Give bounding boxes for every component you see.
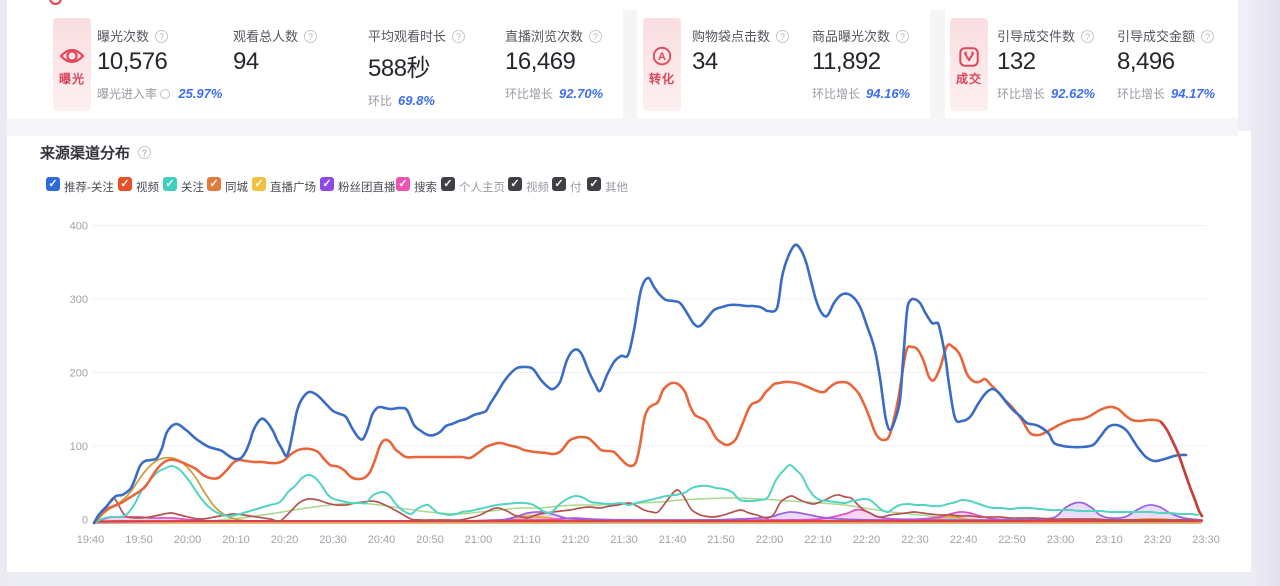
svg-text:200: 200 <box>70 368 88 380</box>
svg-text:22:40: 22:40 <box>950 534 978 546</box>
svg-text:23:10: 23:10 <box>1095 534 1123 546</box>
svg-text:23:30: 23:30 <box>1192 534 1220 546</box>
svg-text:20:30: 20:30 <box>319 534 347 546</box>
svg-text:100: 100 <box>70 441 88 453</box>
svg-text:21:40: 21:40 <box>659 534 687 546</box>
svg-text:A: A <box>658 51 666 63</box>
svg-text:20:00: 20:00 <box>174 534 202 546</box>
svg-text:23:00: 23:00 <box>1047 534 1075 546</box>
svg-text:22:30: 22:30 <box>901 534 929 546</box>
svg-text:21:50: 21:50 <box>707 534 735 546</box>
svg-text:19:40: 19:40 <box>77 534 105 546</box>
svg-text:21:10: 21:10 <box>513 534 541 546</box>
svg-text:23:20: 23:20 <box>1144 534 1172 546</box>
svg-text:400: 400 <box>70 221 88 233</box>
svg-text:0: 0 <box>82 515 88 527</box>
svg-text:20:20: 20:20 <box>271 534 299 546</box>
svg-text:300: 300 <box>70 294 88 306</box>
svg-text:20:50: 20:50 <box>416 534 444 546</box>
svg-text:22:10: 22:10 <box>804 534 832 546</box>
svg-text:21:20: 21:20 <box>562 534 590 546</box>
svg-text:20:10: 20:10 <box>222 534 250 546</box>
svg-text:21:30: 21:30 <box>610 534 638 546</box>
svg-text:22:50: 22:50 <box>998 534 1026 546</box>
svg-text:19:50: 19:50 <box>125 534 153 546</box>
svg-text:22:00: 22:00 <box>756 534 784 546</box>
svg-text:21:00: 21:00 <box>465 534 493 546</box>
svg-text:20:40: 20:40 <box>368 534 396 546</box>
svg-text:22:20: 22:20 <box>853 534 881 546</box>
